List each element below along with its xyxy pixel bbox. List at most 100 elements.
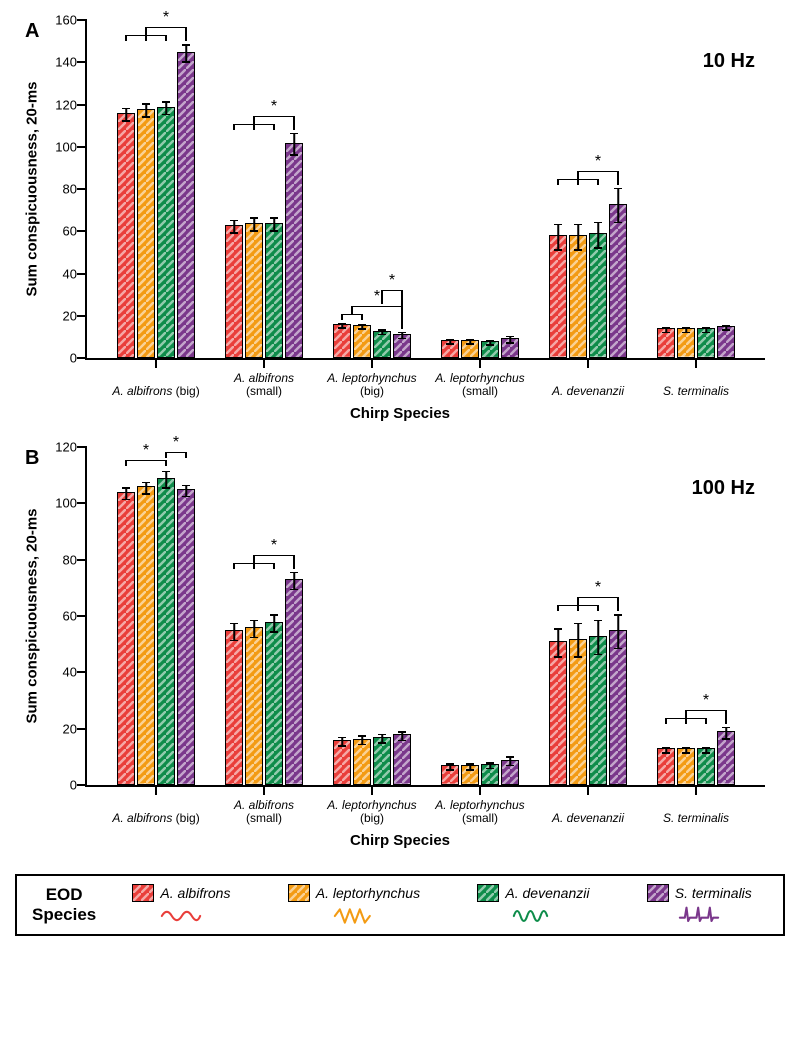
bar (609, 630, 627, 785)
ytick-label: 160 (42, 13, 77, 28)
bar (177, 489, 195, 785)
bar (461, 340, 479, 358)
bar (265, 223, 283, 358)
ytick-label: 80 (42, 552, 77, 567)
bar (569, 639, 587, 785)
bar (393, 334, 411, 358)
bar (609, 204, 627, 358)
ytick-label: 40 (42, 266, 77, 281)
xtick-label: A. albifrons (big) (101, 385, 211, 398)
bar (697, 748, 715, 785)
ytick-label: 140 (42, 55, 77, 70)
xtick-label: A. leptorhynchus(big) (317, 799, 427, 825)
panel-letter-a: A (25, 20, 39, 43)
ytick-label: 100 (42, 139, 77, 154)
bar (549, 235, 567, 358)
bar (353, 325, 371, 358)
legend-item: A. albifrons (132, 884, 230, 926)
bar (677, 748, 695, 785)
x-axis-title-b: Chirp Species (15, 832, 785, 849)
bar (501, 760, 519, 785)
legend-swatch (647, 884, 669, 902)
xtick-label: A. albifrons(small) (209, 372, 319, 398)
bar (589, 233, 607, 358)
legend-label: A. leptorhynchus (316, 885, 420, 901)
bar (501, 338, 519, 358)
bar (245, 223, 263, 358)
bar (481, 764, 499, 785)
x-axis-title-a: Chirp Species (15, 405, 785, 422)
bar (589, 636, 607, 785)
xtick-label: A. albifrons (big) (101, 812, 211, 825)
xtick-label: A. albifrons(small) (209, 799, 319, 825)
bar (717, 731, 735, 785)
legend-swatch (477, 884, 499, 902)
xtick-label: A. leptorhynchus(big) (317, 372, 427, 398)
legend-label: A. albifrons (160, 885, 230, 901)
legend-item: S. terminalis (647, 884, 752, 926)
bar (441, 340, 459, 358)
wave-icon (508, 906, 558, 926)
legend-swatch (132, 884, 154, 902)
bar (333, 740, 351, 785)
ytick-label: 80 (42, 182, 77, 197)
bar (117, 492, 135, 785)
bar (285, 579, 303, 785)
wave-icon (329, 906, 379, 926)
bar (285, 143, 303, 358)
bar (697, 328, 715, 358)
bar (333, 324, 351, 358)
chart-a: Sum conspicuousness, 20-ms 0204060801001… (85, 20, 765, 360)
legend-item: A. leptorhynchus (288, 884, 420, 926)
bar (225, 225, 243, 358)
xtick-label: A. leptorhynchus(small) (425, 372, 535, 398)
bar (677, 328, 695, 358)
ytick-label: 60 (42, 609, 77, 624)
bar (265, 622, 283, 785)
bar (157, 478, 175, 785)
y-axis-title-b: Sum conspicuousness, 20-ms (24, 508, 41, 723)
bar (157, 107, 175, 358)
bar (393, 734, 411, 785)
ytick-label: 20 (42, 721, 77, 736)
legend-label: A. devenanzii (505, 885, 589, 901)
bar (137, 109, 155, 358)
ytick-label: 60 (42, 224, 77, 239)
bar (373, 331, 391, 358)
panel-letter-b: B (25, 447, 39, 470)
bar (353, 739, 371, 785)
legend-items: A. albifrons A. leptorhynchus A. devenan… (116, 884, 768, 926)
bar (117, 113, 135, 358)
bar (461, 765, 479, 785)
wave-icon (156, 906, 206, 926)
legend-swatch (288, 884, 310, 902)
bar (569, 235, 587, 358)
ytick-label: 40 (42, 665, 77, 680)
xtick-label: A. devenanzii (533, 385, 643, 398)
panel-a: A 10 Hz Sum conspicuousness, 20-ms 02040… (15, 20, 785, 422)
xtick-label: S. terminalis (641, 385, 751, 398)
xtick-label: S. terminalis (641, 812, 751, 825)
ytick-label: 20 (42, 308, 77, 323)
bar (481, 341, 499, 358)
bar (441, 765, 459, 785)
bar (657, 748, 675, 785)
bar (717, 326, 735, 358)
ytick-label: 120 (42, 97, 77, 112)
bar (245, 627, 263, 785)
ytick-label: 0 (42, 351, 77, 366)
legend-item: A. devenanzii (477, 884, 589, 926)
bar (549, 641, 567, 785)
xtick-label: A. leptorhynchus(small) (425, 799, 535, 825)
legend: EODSpecies A. albifrons A. leptorhynchus… (15, 874, 785, 936)
bar (225, 630, 243, 785)
wave-icon (674, 906, 724, 926)
bar (657, 328, 675, 358)
bar (177, 52, 195, 358)
chart-b: Sum conspicuousness, 20-ms 0204060801001… (85, 447, 765, 787)
ytick-label: 100 (42, 496, 77, 511)
bar (137, 486, 155, 785)
legend-label: S. terminalis (675, 885, 752, 901)
panel-b: B 100 Hz Sum conspicuousness, 20-ms 0204… (15, 447, 785, 849)
ytick-label: 0 (42, 778, 77, 793)
